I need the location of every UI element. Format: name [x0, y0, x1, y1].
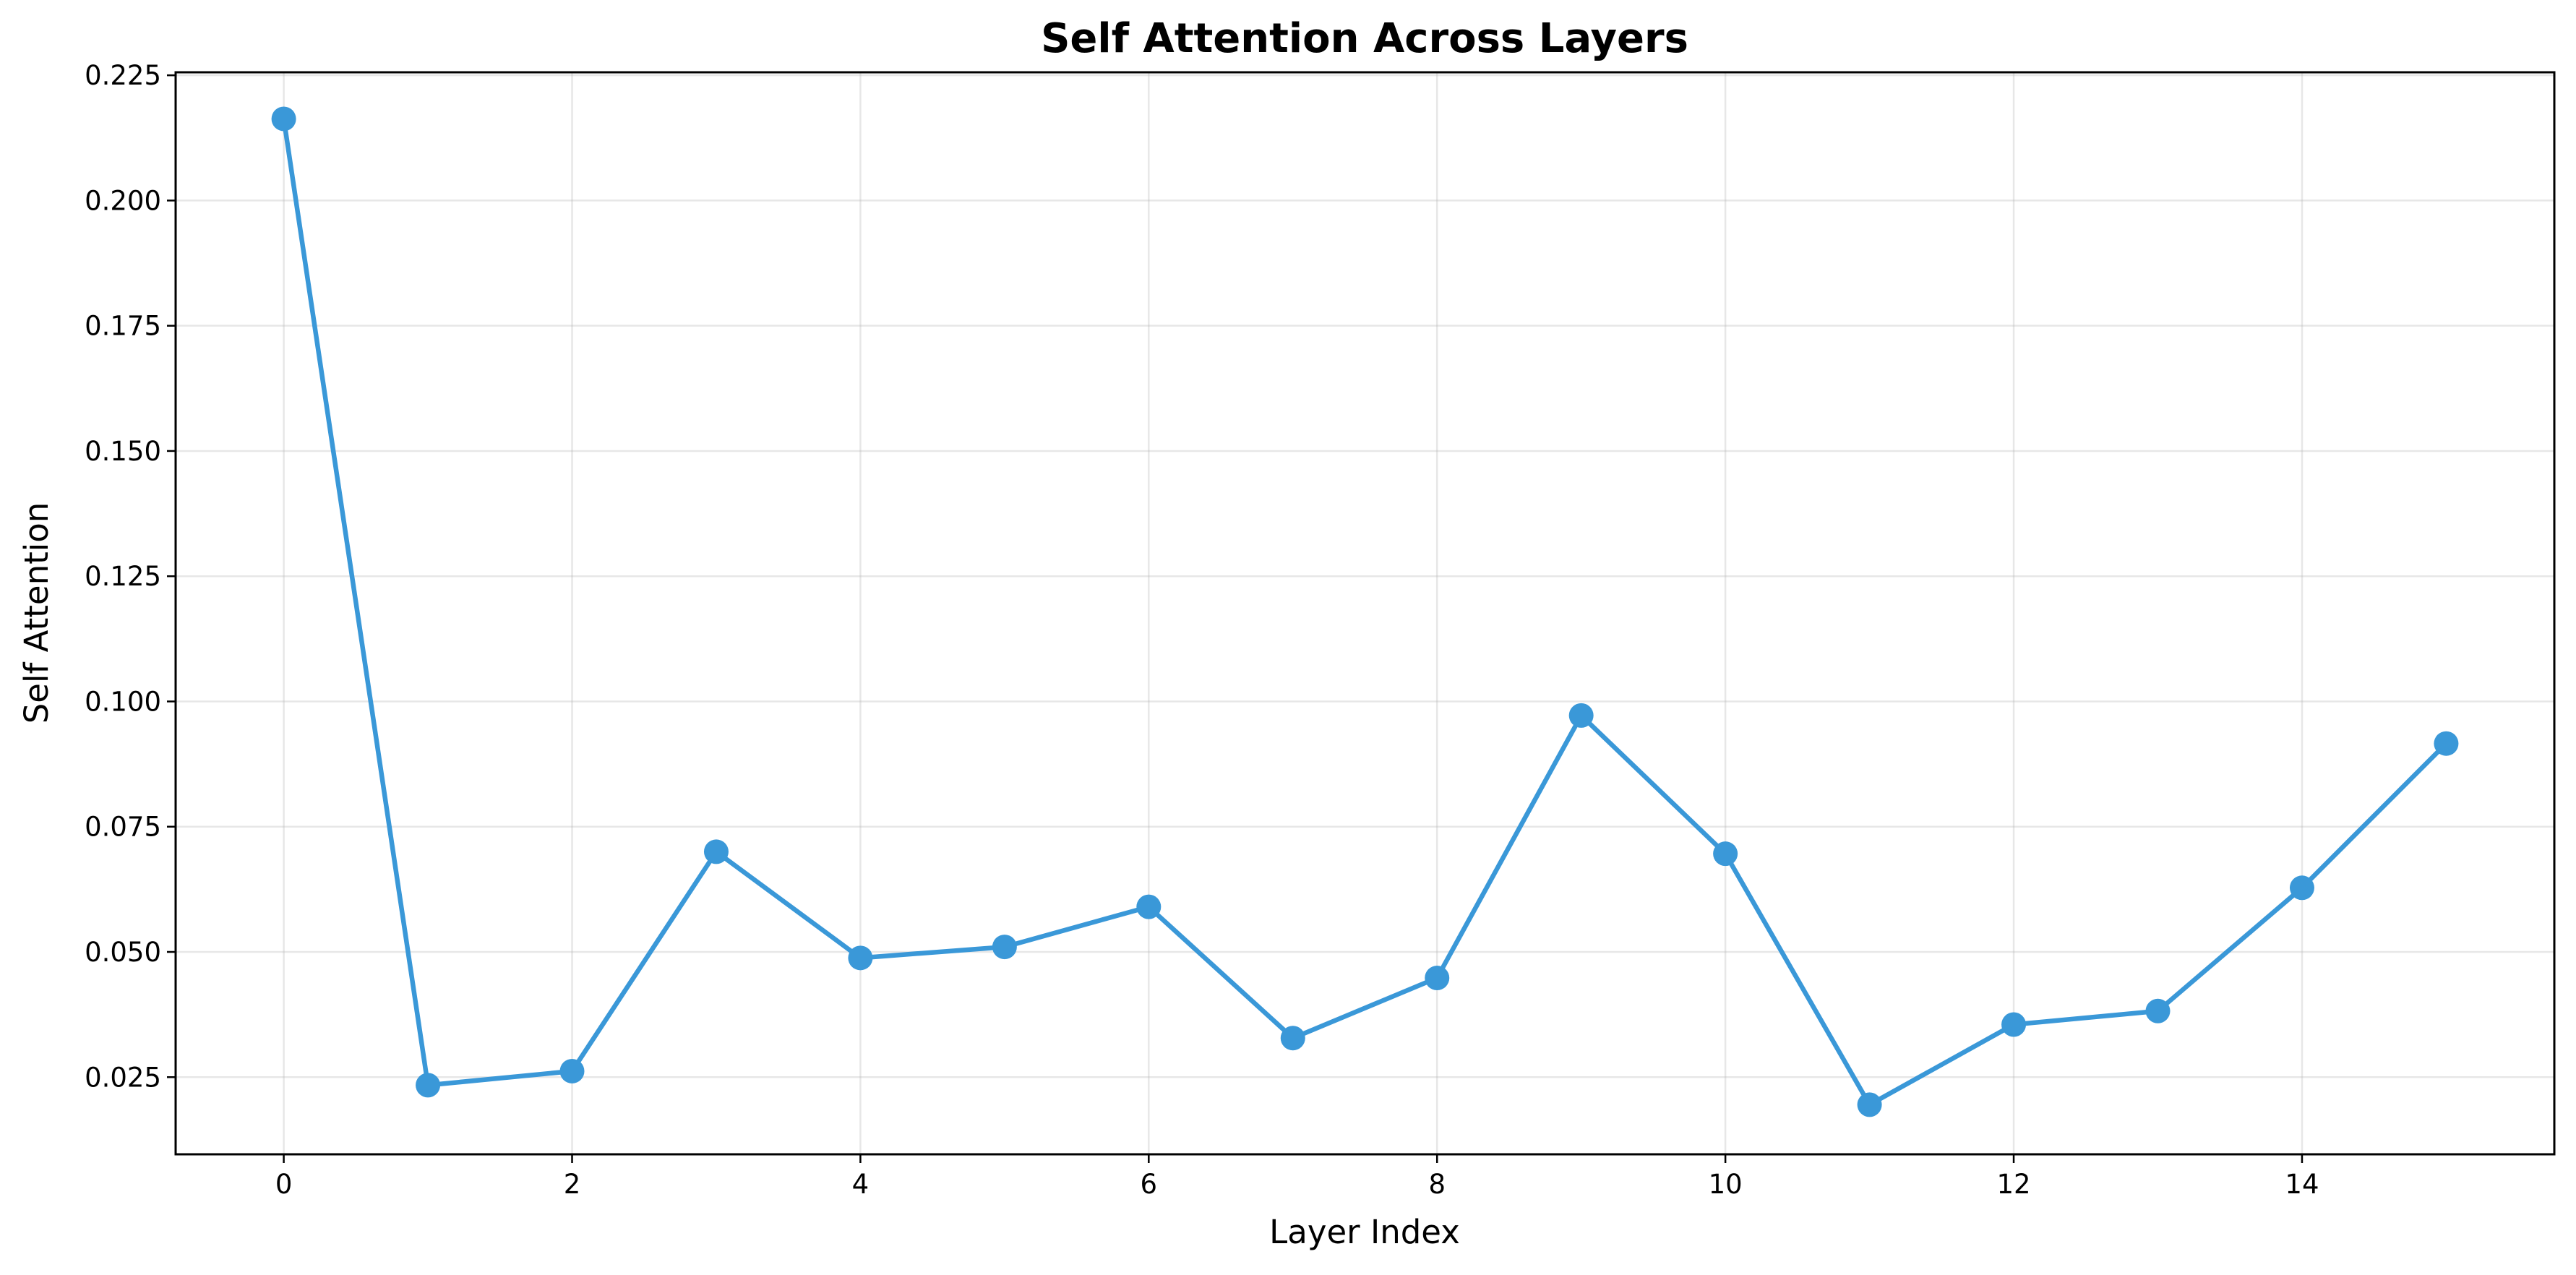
y-tick-label: 0.200: [85, 185, 161, 216]
x-tick-label: 0: [275, 1169, 293, 1200]
data-point: [703, 839, 729, 864]
data-point: [2145, 998, 2171, 1023]
data-point: [2001, 1012, 2027, 1037]
x-tick-label: 10: [1709, 1169, 1743, 1200]
data-point: [559, 1058, 585, 1083]
y-tick-label: 0.125: [85, 561, 161, 592]
data-point: [1713, 841, 1738, 867]
x-tick-label: 6: [1141, 1169, 1158, 1200]
y-axis-label: Self Attention: [17, 502, 56, 724]
y-tick-label: 0.050: [85, 937, 161, 968]
data-point: [1136, 894, 1162, 919]
data-point: [2434, 731, 2459, 756]
data-point: [2289, 875, 2314, 901]
data-point: [1857, 1092, 1882, 1117]
x-tick-label: 14: [2285, 1169, 2319, 1200]
y-tick-label: 0.100: [85, 686, 161, 717]
data-point: [1280, 1026, 1305, 1051]
chart-title: Self Attention Across Layers: [1041, 15, 1688, 62]
axis-ticks: 0 2 4 6 8 10 12 14 0.025 0.050 0.075 0.100 0.125 0.15…: [85, 60, 2319, 1200]
y-tick-label: 0.075: [85, 812, 161, 843]
x-axis-label: Layer Index: [1269, 1213, 1460, 1251]
plot-frame: [174, 71, 2556, 1156]
data-point: [1568, 703, 1594, 728]
series-layer: [271, 106, 2459, 1117]
y-tick-label: 0.025: [85, 1062, 161, 1093]
series-line: [281, 116, 2449, 1107]
x-tick-label: 8: [1428, 1169, 1446, 1200]
x-tick-label: 4: [852, 1169, 870, 1200]
data-point: [416, 1073, 441, 1098]
data-point: [271, 106, 296, 132]
data-point: [1425, 966, 1450, 991]
x-tick-label: 12: [1996, 1169, 2030, 1200]
data-point: [848, 945, 873, 971]
x-tick-label: 2: [564, 1169, 581, 1200]
data-point: [992, 935, 1017, 960]
grid: [176, 72, 2554, 1154]
y-tick-label: 0.225: [85, 60, 161, 91]
y-tick-label: 0.150: [85, 436, 161, 467]
y-tick-label: 0.175: [85, 311, 161, 342]
